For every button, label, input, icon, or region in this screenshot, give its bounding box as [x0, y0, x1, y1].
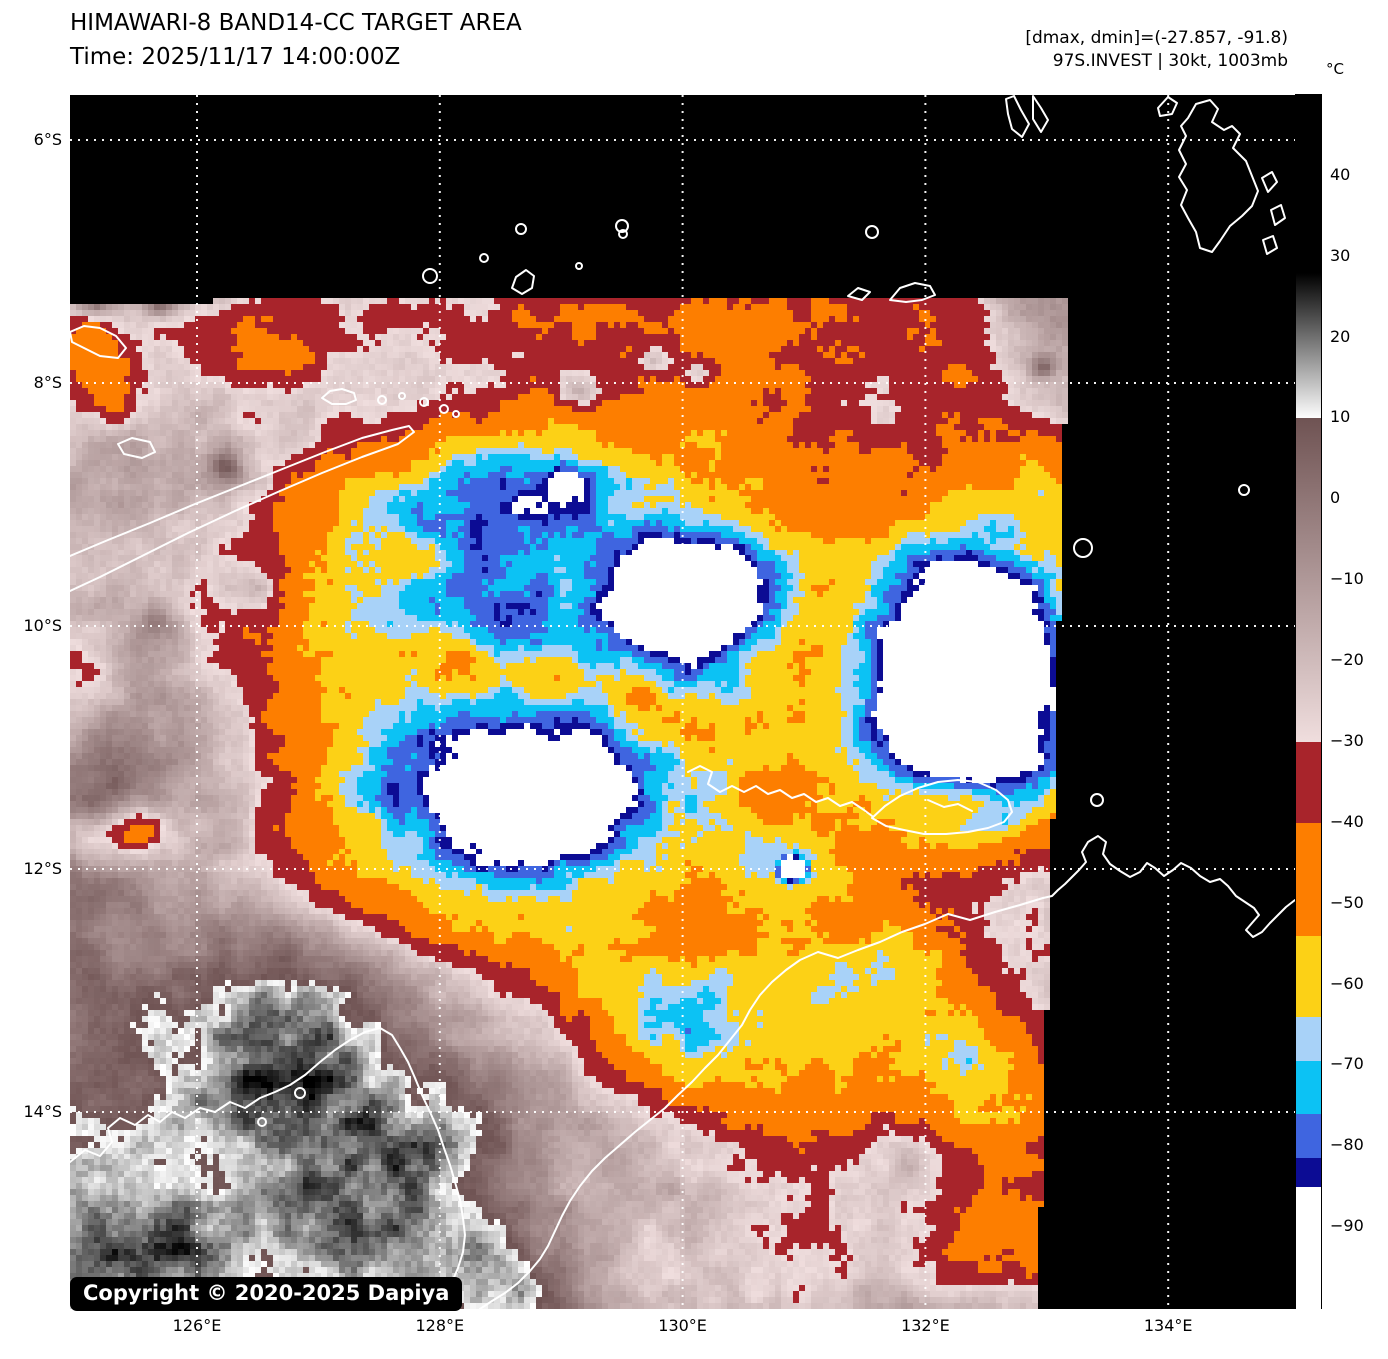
y-axis-tick-label: 8°S	[33, 373, 62, 392]
island-outline	[294, 1087, 306, 1099]
colorbar-tick-label: −90	[1330, 1216, 1364, 1236]
satellite-ir-canvas	[70, 95, 1295, 1309]
y-axis-tick-label: 10°S	[23, 616, 62, 635]
y-axis-tick-label: 6°S	[33, 130, 62, 149]
colorbar-segment	[1296, 95, 1321, 274]
x-axis-tick-label: 134°E	[1143, 1316, 1193, 1335]
page-title: HIMAWARI-8 BAND14-CC TARGET AREA	[70, 10, 522, 36]
coastline	[70, 325, 127, 359]
colorbar-segment	[1296, 936, 1321, 1018]
coastline	[1261, 171, 1278, 193]
colorbar-tick-label: 10	[1330, 407, 1351, 427]
island-outline	[439, 404, 449, 414]
coastline	[511, 269, 535, 295]
island-outline	[515, 223, 527, 235]
island-outline	[618, 229, 628, 239]
colorbar-tick-label: −20	[1330, 650, 1364, 670]
colorbar-segment	[1296, 272, 1321, 420]
coastline	[1005, 95, 1030, 138]
island-outline	[419, 397, 429, 407]
island-outline	[422, 268, 438, 284]
colorbar-segment	[1296, 1158, 1321, 1188]
colorbar-tick-label: −60	[1330, 973, 1364, 993]
coastline	[321, 388, 357, 405]
colorbar-tick-label: −50	[1330, 892, 1364, 912]
colorbar-segment	[1296, 822, 1321, 937]
colorbar-unit-label: °C	[1326, 60, 1344, 78]
x-axis-tick-label: 130°E	[658, 1316, 707, 1335]
colorbar-tick-label: 30	[1330, 245, 1351, 265]
colorbar-tick-label: −40	[1330, 811, 1364, 831]
island-outline	[575, 262, 583, 270]
coastline	[889, 282, 936, 303]
coastline	[1157, 96, 1178, 117]
dmax-dmin-readout: [dmax, dmin]=(-27.857, -91.8)	[1025, 28, 1288, 48]
coastline	[1262, 235, 1278, 255]
x-axis-tick-label: 132°E	[901, 1316, 950, 1335]
island-outline	[257, 1117, 267, 1127]
colorbar-segment	[1296, 1061, 1321, 1115]
copyright-badge: Copyright © 2020-2025 Dapiya	[70, 1277, 463, 1311]
island-outline	[865, 225, 879, 239]
colorbar-tick-label: 0	[1330, 488, 1341, 508]
coastline	[871, 779, 1013, 835]
coastline	[117, 437, 156, 459]
coastline	[1178, 99, 1259, 253]
timestamp: Time: 2025/11/17 14:00:00Z	[70, 44, 401, 70]
island-outline	[1090, 793, 1104, 807]
island-outline	[452, 410, 460, 418]
island-outline	[479, 253, 489, 263]
coastline	[1032, 95, 1049, 133]
y-axis-tick-label: 14°S	[23, 1102, 62, 1121]
island-outline	[1073, 538, 1093, 558]
colorbar-segment	[1296, 1113, 1321, 1159]
island-outline	[398, 392, 406, 400]
colorbar-segment	[1296, 1016, 1321, 1062]
coastline	[70, 1027, 466, 1309]
x-axis-tick-label: 128°E	[415, 1316, 465, 1335]
coastline	[927, 799, 973, 812]
colorbar-tick-label: 40	[1330, 164, 1351, 184]
colorbar-tick-label: −10	[1330, 569, 1364, 589]
island-outline	[615, 219, 629, 233]
coastline	[70, 425, 415, 592]
coastline	[847, 287, 871, 301]
colorbar-segment	[1296, 418, 1321, 743]
colorbar-tick-label: −80	[1330, 1135, 1364, 1155]
coastline	[687, 765, 873, 817]
y-axis-tick-label: 12°S	[23, 859, 62, 878]
colorbar-segment	[1296, 1186, 1321, 1309]
map-plot-area: Copyright © 2020-2025 Dapiya	[70, 95, 1295, 1311]
temperature-colorbar	[1295, 94, 1322, 1309]
coastline	[1042, 835, 1295, 938]
island-outline	[1238, 484, 1250, 496]
colorbar-tick-label: −30	[1330, 730, 1364, 750]
island-outline	[377, 395, 387, 405]
colorbar-tick-label: −70	[1330, 1054, 1364, 1074]
x-axis-tick-label: 126°E	[172, 1316, 222, 1335]
storm-info-readout: 97S.INVEST | 30kt, 1003mb	[1052, 51, 1288, 71]
info-block: [dmax, dmin]=(-27.857, -91.8) 97S.INVEST…	[1025, 27, 1288, 73]
coastline	[479, 897, 1044, 1309]
colorbar-segment	[1296, 741, 1321, 824]
coastline	[1270, 204, 1286, 226]
colorbar-tick-label: 20	[1330, 326, 1351, 346]
